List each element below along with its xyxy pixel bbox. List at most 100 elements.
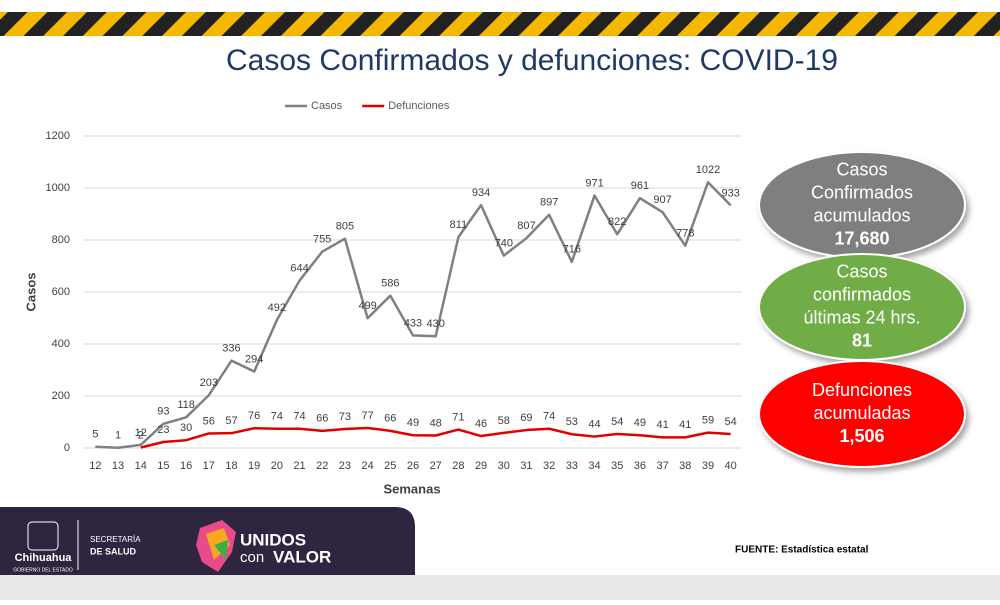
x-tick-label: 17 — [203, 460, 215, 472]
data-label: 203 — [200, 377, 218, 389]
data-label: 961 — [631, 180, 649, 192]
data-label: 23 — [157, 424, 169, 436]
data-label: 805 — [336, 221, 354, 233]
data-label: 66 — [384, 413, 396, 425]
data-label: 66 — [316, 413, 328, 425]
data-label: 933 — [721, 187, 739, 199]
data-label: 778 — [676, 228, 694, 240]
legend-label: Casos — [311, 100, 343, 112]
data-label: 74 — [543, 411, 555, 423]
y-tick-label: 400 — [52, 338, 70, 350]
summary-oval — [758, 360, 966, 468]
x-tick-label: 13 — [112, 460, 124, 472]
data-label: 44 — [588, 418, 600, 430]
slogan-1: UNIDOS — [240, 530, 306, 549]
data-label: 54 — [611, 416, 623, 428]
data-label: 5 — [92, 429, 98, 441]
state-logo — [27, 521, 59, 551]
data-label: 644 — [290, 262, 308, 274]
data-label: 430 — [427, 318, 445, 330]
data-label: 2 — [138, 429, 144, 441]
x-tick-label: 12 — [89, 460, 101, 472]
source-note: FUENTE: Estadística estatal — [735, 545, 869, 556]
summary-label: Casos — [836, 261, 887, 281]
summary-label: acumulados — [813, 205, 910, 225]
y-axis-label: Casos — [23, 272, 38, 311]
summary-label: Casos — [836, 159, 887, 179]
data-label: 41 — [679, 419, 691, 431]
x-tick-label: 14 — [135, 460, 147, 472]
x-tick-label: 21 — [293, 460, 305, 472]
data-label: 77 — [361, 410, 373, 422]
x-tick-label: 29 — [475, 460, 487, 472]
x-tick-label: 16 — [180, 460, 192, 472]
y-tick-label: 0 — [64, 442, 70, 454]
state-name: Chihuahua — [15, 552, 73, 564]
data-label: 49 — [634, 417, 646, 429]
data-label: 57 — [225, 415, 237, 427]
y-tick-label: 1200 — [46, 130, 70, 142]
summary-value: 17,680 — [834, 228, 889, 248]
data-label: 934 — [472, 187, 490, 199]
data-label: 41 — [656, 419, 668, 431]
x-tick-label: 20 — [271, 460, 283, 472]
x-tick-label: 28 — [452, 460, 464, 472]
legend-label: Defunciones — [388, 100, 450, 112]
data-label: 1 — [115, 430, 121, 442]
data-label: 433 — [404, 317, 422, 329]
data-label: 74 — [271, 411, 283, 423]
summary-label: Defunciones — [812, 380, 912, 400]
x-tick-label: 31 — [520, 460, 532, 472]
data-label: 93 — [157, 406, 169, 418]
summary-value: 81 — [852, 330, 872, 350]
x-tick-label: 32 — [543, 460, 555, 472]
series-line — [140, 426, 731, 449]
data-label: 118 — [177, 399, 195, 411]
data-label: 971 — [585, 177, 603, 189]
data-label: 907 — [653, 194, 671, 206]
data-label: 74 — [293, 411, 305, 423]
data-label: 822 — [608, 216, 626, 228]
data-label: 56 — [203, 415, 215, 427]
y-tick-label: 600 — [52, 286, 70, 298]
state-sub: GOBIERNO DEL ESTADO — [13, 567, 73, 573]
data-label: 12 — [135, 427, 147, 439]
data-label: 586 — [381, 278, 399, 290]
x-tick-label: 25 — [384, 460, 396, 472]
data-label: 58 — [498, 415, 510, 427]
x-tick-label: 34 — [588, 460, 600, 472]
x-axis-label: Semanas — [383, 481, 440, 496]
data-label: 492 — [268, 302, 286, 314]
data-label: 59 — [702, 415, 714, 427]
x-tick-label: 33 — [566, 460, 578, 472]
x-tick-label: 26 — [407, 460, 419, 472]
data-label: 499 — [358, 300, 376, 312]
x-tick-label: 39 — [702, 460, 714, 472]
dept-line-1: SECRETARÍA — [90, 535, 141, 544]
data-label: 336 — [222, 343, 240, 355]
x-tick-label: 35 — [611, 460, 623, 472]
data-label: 716 — [563, 244, 581, 256]
y-tick-label: 1000 — [46, 182, 70, 194]
summary-value: 1,506 — [839, 426, 884, 446]
slogan-3: VALOR — [273, 547, 331, 566]
summary-label: Confirmados — [811, 182, 913, 202]
data-label: 71 — [452, 411, 464, 423]
data-label: 807 — [517, 220, 535, 232]
series-line — [95, 181, 732, 449]
x-tick-label: 30 — [498, 460, 510, 472]
chart-title: Casos Confirmados y defunciones: COVID-1… — [226, 44, 838, 77]
data-label: 755 — [313, 234, 331, 246]
x-tick-label: 18 — [225, 460, 237, 472]
x-tick-label: 23 — [339, 460, 351, 472]
x-tick-label: 24 — [361, 460, 373, 472]
x-tick-label: 27 — [430, 460, 442, 472]
data-label: 294 — [245, 353, 263, 365]
summary-label: acumuladas — [813, 403, 910, 423]
data-label: 54 — [725, 416, 737, 428]
data-label: 46 — [475, 418, 487, 430]
data-label: 69 — [520, 412, 532, 424]
data-label: 73 — [339, 411, 351, 423]
